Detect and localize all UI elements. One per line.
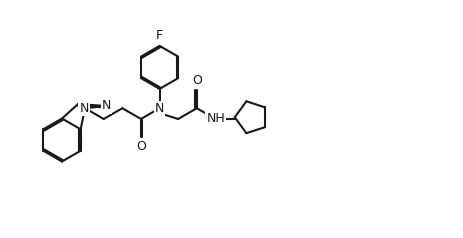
Text: NH: NH: [206, 113, 225, 125]
Text: N: N: [101, 99, 111, 113]
Text: O: O: [136, 140, 145, 153]
Text: F: F: [156, 29, 163, 42]
Text: N: N: [155, 102, 164, 115]
Text: O: O: [192, 74, 201, 87]
Text: N: N: [79, 102, 88, 115]
